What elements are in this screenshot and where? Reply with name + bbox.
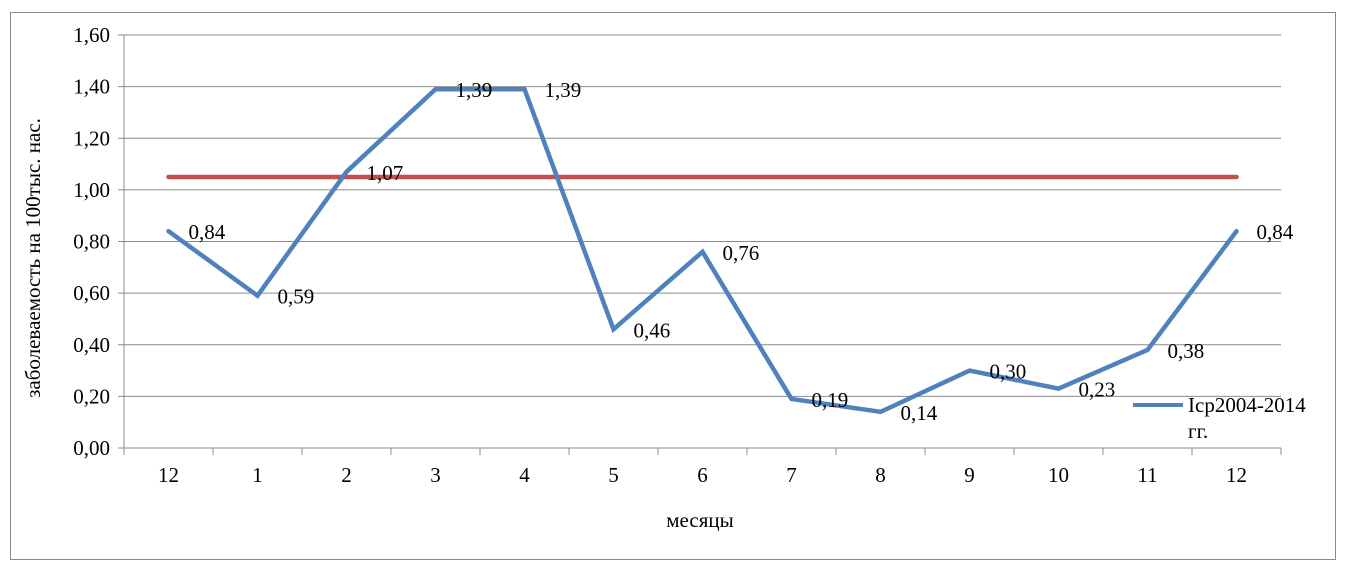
x-tick-label: 6: [697, 463, 708, 487]
data-label: 0,38: [1168, 339, 1205, 363]
series-line-icp: [166, 86, 1239, 415]
y-tick-label: 0,20: [73, 384, 110, 408]
y-axis-title: заболеваемость на 100тыс. нас.: [21, 118, 45, 398]
x-tick-label: 10: [1048, 463, 1069, 487]
series-lines: [166, 86, 1239, 415]
x-axis-title: месяцы: [666, 508, 733, 532]
x-tick-label: 2: [341, 463, 352, 487]
chart-frame: [10, 12, 1336, 560]
data-label: 0,19: [812, 388, 849, 412]
data-label: 0,76: [723, 241, 760, 265]
data-label: 0,14: [901, 401, 938, 425]
y-tick-label: 1,00: [73, 178, 110, 202]
y-tick-label: 1,20: [73, 126, 110, 150]
x-tick-label: 12: [158, 463, 179, 487]
data-label: 0,46: [634, 318, 671, 342]
x-tick-label: 8: [875, 463, 886, 487]
data-label: 0,23: [1079, 378, 1116, 402]
y-tick-label: 1,60: [73, 23, 110, 47]
data-labels: 0,84 0,59 1,07 1,39 1,39 0,46 0,76 0,19 0,14 0,30…: [189, 78, 1294, 425]
y-tick-label: 0,00: [73, 436, 110, 460]
x-tick-label: 9: [964, 463, 975, 487]
data-label: 0,30: [990, 360, 1027, 384]
legend: Icp2004-2014 гг.: [1133, 393, 1306, 443]
data-label: 1,07: [367, 161, 404, 185]
x-tick-label: 12: [1226, 463, 1247, 487]
x-tick-label: 11: [1137, 463, 1157, 487]
y-tick-label: 1,40: [73, 75, 110, 99]
x-tick-labels: 12 1 2 3 4 5 6 7 8 9 10 11 12: [158, 463, 1247, 487]
y-tick-label: 0,60: [73, 281, 110, 305]
legend-label: Icp2004-2014 гг.: [1188, 393, 1306, 443]
y-tick-labels: 0,00 0,20 0,40 0,60 0,80 1,00 1,20 1,40 1,60: [73, 23, 110, 460]
data-label: 0,84: [1257, 220, 1294, 244]
y-tick-label: 0,40: [73, 333, 110, 357]
x-tick-label: 5: [608, 463, 619, 487]
data-label: 0,84: [189, 220, 226, 244]
data-label: 1,39: [545, 78, 582, 102]
x-tick-label: 1: [252, 463, 263, 487]
x-axis: [123, 35, 1282, 455]
data-label: 1,39: [456, 78, 493, 102]
x-tick-label: 4: [519, 463, 530, 487]
x-tick-label: 3: [430, 463, 441, 487]
x-tick-label: 7: [786, 463, 797, 487]
y-tick-label: 0,80: [73, 230, 110, 254]
data-label: 0,59: [278, 285, 315, 309]
